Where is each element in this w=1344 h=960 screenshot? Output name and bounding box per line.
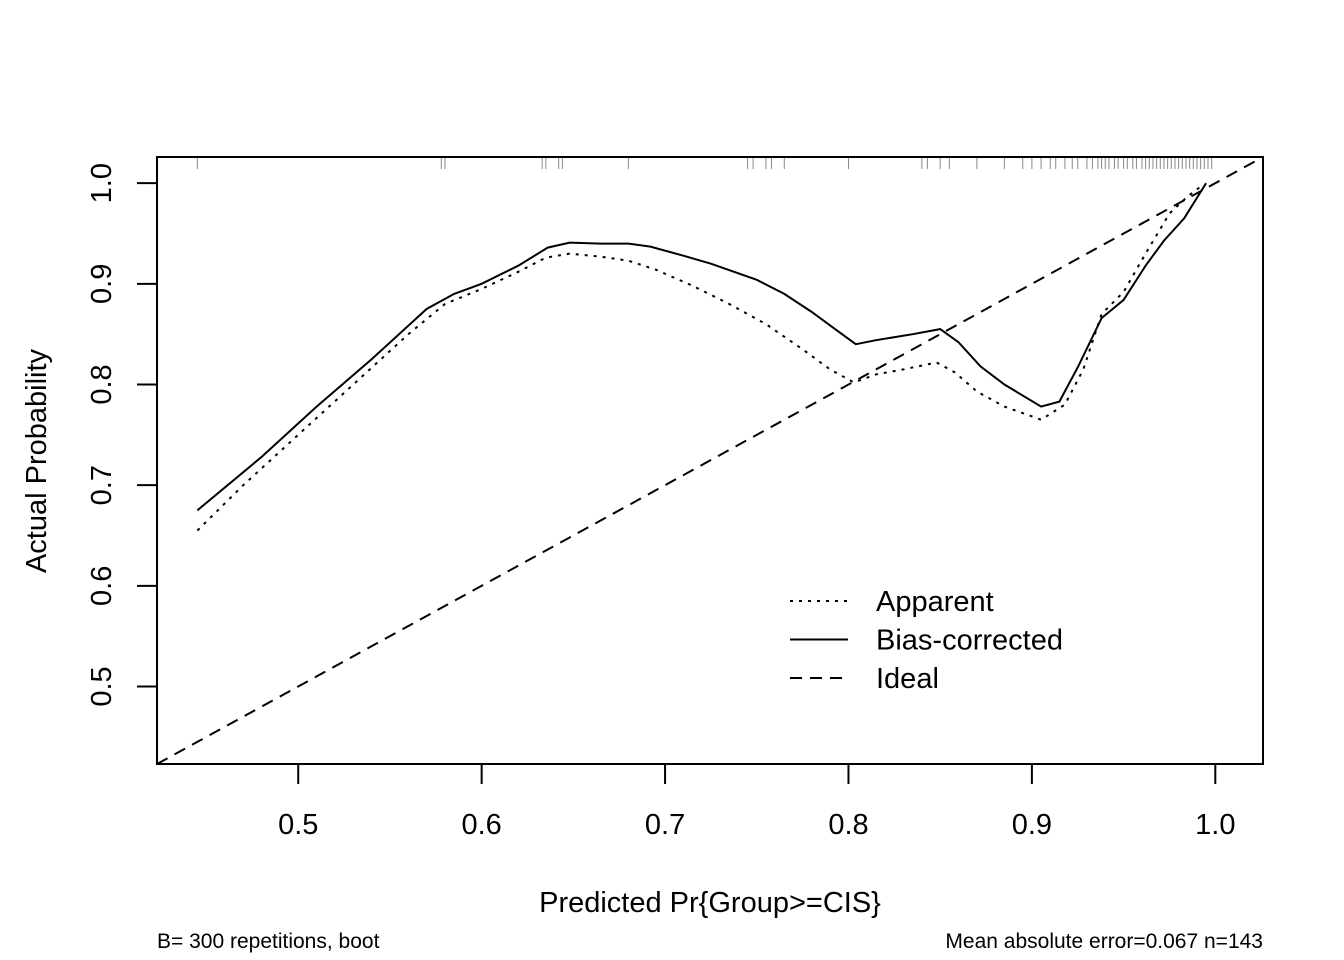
x-tick-label: 0.8: [828, 809, 868, 841]
series-line-apparent: [196, 184, 1204, 532]
footnote-left: B= 300 repetitions, boot: [157, 930, 380, 953]
series-layer: [157, 157, 1263, 764]
y-tick-label: 0.6: [86, 566, 118, 606]
legend-label: Bias-corrected: [876, 625, 1063, 657]
x-tick-label: 0.9: [1012, 809, 1052, 841]
x-axis: 0.5 0.6 0.7 0.8 0.9 1.0: [278, 763, 1235, 841]
x-tick-label: 1.0: [1195, 809, 1235, 841]
footnote-right: Mean absolute error=0.067 n=143: [945, 930, 1263, 953]
y-tick-label: 0.7: [86, 465, 118, 505]
y-tick-label: 0.8: [86, 364, 118, 404]
y-axis: 0.5 0.6 0.7 0.8 0.9 1.0: [86, 163, 158, 707]
x-axis-title: Predicted Pr{Group>=CIS}: [539, 887, 881, 919]
series-line-ideal: [157, 157, 1263, 764]
x-tick-label: 0.5: [278, 809, 318, 841]
y-tick-label: 1.0: [86, 163, 118, 203]
rug-marks: [196, 157, 1213, 169]
x-tick-label: 0.7: [645, 809, 685, 841]
y-tick-label: 0.9: [86, 264, 118, 304]
y-tick-label: 0.5: [86, 666, 118, 706]
legend: Apparent Bias-corrected Ideal: [790, 586, 1063, 695]
legend-label: Ideal: [876, 663, 939, 695]
x-tick-label: 0.6: [461, 809, 501, 841]
y-axis-title: Actual Probability: [21, 348, 53, 573]
series-line-bias-corrected: [196, 182, 1207, 512]
legend-label: Apparent: [876, 586, 994, 618]
